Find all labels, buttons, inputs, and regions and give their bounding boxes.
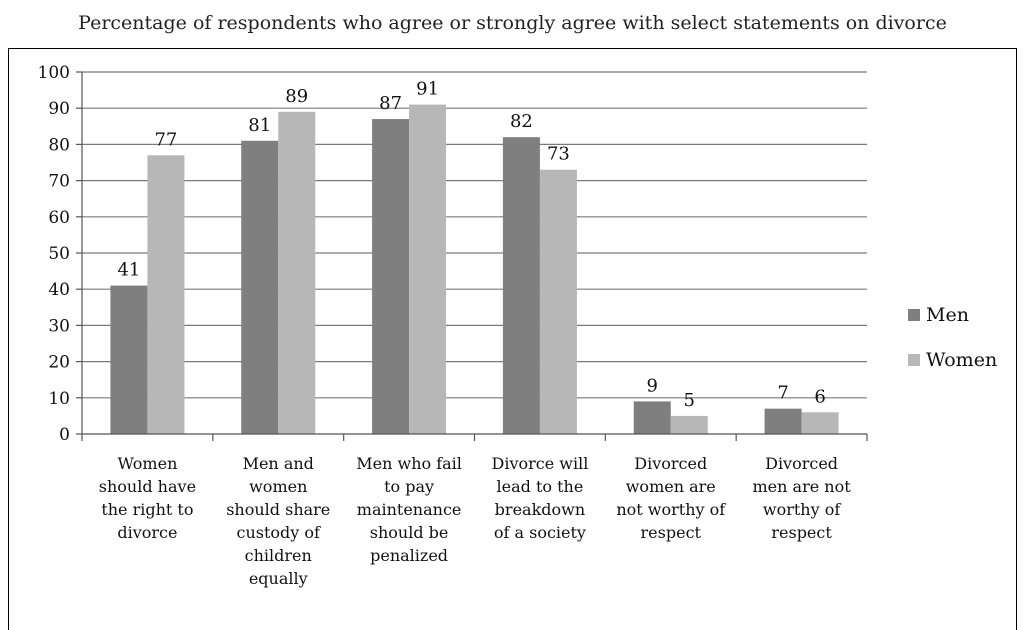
category-label-line: the right to (101, 500, 193, 519)
category-label-line: custody of (237, 523, 322, 542)
bar-women (670, 415, 708, 434)
category-label-line: respect (641, 523, 702, 542)
category-label-line: divorce (117, 523, 177, 542)
category-label-line: children (245, 546, 312, 565)
legend-label-men: Men (926, 304, 969, 326)
legend: Men Women (908, 304, 997, 371)
y-tick-label: 20 (48, 353, 70, 373)
category-label: Men and women should share custody of childr… (226, 454, 330, 588)
category-label-line: to pay (384, 477, 434, 496)
data-label: 41 (117, 260, 140, 281)
bar-women (801, 412, 839, 434)
category-label-line: should have (99, 477, 196, 496)
data-labels: 41 77 81 89 87 91 82 73 9 5 7 6 (117, 79, 825, 411)
data-label: 6 (814, 386, 825, 407)
axes: 0 10 20 30 40 50 60 70 80 90 100 (38, 63, 868, 445)
data-label: 81 (248, 115, 271, 136)
category-label-line: Women (117, 454, 177, 473)
y-tick-label: 40 (48, 280, 70, 300)
legend-swatch-men (908, 309, 920, 321)
bar-women (539, 169, 577, 435)
y-tick-label: 60 (48, 208, 70, 228)
category-label-line: should share (226, 500, 330, 519)
chart-title: Percentage of respondents who agree or s… (78, 12, 947, 34)
category-labels: Women should have the right to divorce Men a… (99, 454, 851, 588)
bar-men (502, 137, 540, 434)
category-label-line: not worthy of (616, 500, 726, 519)
category-label-line: Men and (243, 454, 314, 473)
legend-label-women: Women (926, 349, 997, 371)
y-tick-label: 100 (38, 63, 70, 83)
category-label-line: of a society (494, 523, 586, 542)
bar-women (409, 104, 447, 434)
y-tick-label: 50 (48, 244, 70, 264)
bar-men (110, 285, 148, 434)
bar-men (764, 408, 802, 434)
category-label-line: breakdown (495, 500, 585, 519)
category-label: Men who fail to pay maintenance should be pe… (356, 454, 462, 565)
data-label: 87 (379, 93, 402, 114)
data-label: 82 (510, 111, 533, 132)
bars (110, 104, 839, 435)
category-label-line: women are (626, 477, 716, 496)
y-tick-label: 70 (48, 172, 70, 192)
category-label-line: Divorced (634, 454, 707, 473)
bar-men (241, 140, 279, 434)
category-label-line: men are not (753, 477, 852, 496)
category-label: Divorced women are not worthy of respect (616, 454, 726, 542)
data-label: 77 (154, 129, 177, 150)
data-label: 91 (416, 79, 439, 100)
category-label-line: respect (771, 523, 832, 542)
category-label-line: Divorced (765, 454, 838, 473)
legend-swatch-women (908, 354, 920, 366)
category-label-line: lead to the (497, 477, 584, 496)
data-label: 9 (647, 375, 658, 396)
category-label-line: women (249, 477, 307, 496)
bar-men (633, 401, 671, 434)
category-label-line: maintenance (357, 500, 462, 519)
y-tick-label: 0 (59, 425, 70, 445)
category-label: Divorce will lead to the breakdown of a soc… (492, 454, 589, 542)
category-label-line: should be (370, 523, 449, 542)
data-label: 89 (285, 86, 308, 107)
data-label: 73 (547, 144, 570, 165)
category-label-line: worthy of (763, 500, 841, 519)
category-label-line: Divorce will (492, 454, 589, 473)
y-tick-label: 10 (48, 389, 70, 409)
data-label: 5 (684, 390, 695, 411)
y-tick-label: 90 (48, 99, 70, 119)
bar-women (147, 155, 185, 434)
bar-men (372, 119, 410, 434)
category-label-line: equally (249, 569, 308, 588)
y-tick-label: 30 (48, 316, 70, 336)
category-label: Women should have the right to divorce (99, 454, 196, 542)
bar-women (278, 111, 316, 434)
gridlines (82, 71, 867, 399)
category-label-line: Men who fail (356, 454, 462, 473)
y-tick-label: 80 (48, 135, 70, 155)
category-label: Divorced men are not worthy of respect (753, 454, 852, 542)
chart-frame (8, 48, 1017, 630)
category-label-line: penalized (370, 546, 448, 565)
data-label: 7 (777, 383, 788, 404)
